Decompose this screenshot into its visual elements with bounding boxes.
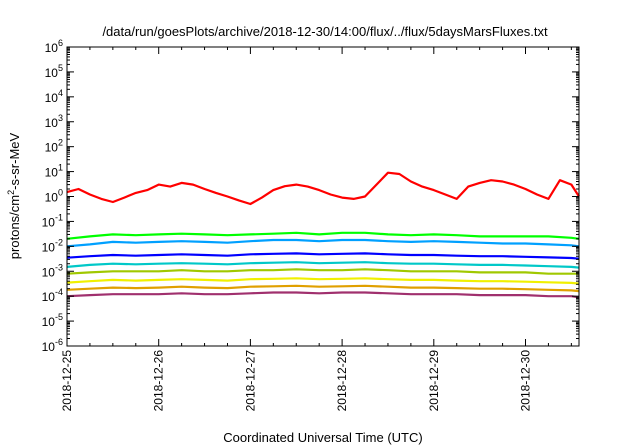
y-axis-label: protons/cm2-s-sr-MeV	[6, 132, 22, 259]
y-tick-label: 100	[45, 188, 63, 205]
y-tick-label-base: 10	[42, 340, 56, 354]
y-tick-label-exponent: -4	[55, 287, 63, 297]
y-tick-label: 102	[45, 138, 63, 155]
y-tick-label: 106	[45, 38, 63, 55]
y-tick-label: 10-6	[42, 337, 63, 354]
y-tick-label-base: 10	[45, 116, 59, 130]
x-tick-label: 2018-12-29	[427, 350, 441, 412]
y-axis-label-base: protons/cm	[7, 195, 22, 259]
series-line-3	[66, 238, 580, 248]
x-tick-label: 2018-12-25	[60, 350, 74, 412]
y-tick-label-exponent: -1	[55, 212, 63, 222]
y-axis-label-rest: -s-sr-MeV	[7, 132, 22, 189]
y-tick-label-exponent: 3	[58, 113, 63, 123]
y-tick-label-base: 10	[45, 191, 59, 205]
y-tick-label: 104	[45, 88, 63, 105]
y-tick-label-base: 10	[45, 91, 59, 105]
y-tick-label-exponent: 5	[58, 63, 63, 73]
y-axis: 10-610-510-410-310-210-11001011021031041…	[42, 38, 579, 354]
y-tick-label-base: 10	[45, 141, 59, 155]
y-tick-label-base: 10	[42, 240, 56, 254]
x-tick-label: 2018-12-30	[519, 350, 533, 412]
plot-frame	[66, 46, 580, 347]
y-axis-label-sup: 2	[6, 190, 16, 195]
y-tick-label-exponent: 2	[58, 138, 63, 148]
y-tick-label: 10-1	[42, 212, 63, 229]
series-line-1	[66, 171, 580, 206]
y-tick-label: 10-4	[42, 287, 63, 304]
y-tick-label: 10-5	[42, 312, 63, 329]
y-tick-label: 103	[45, 113, 63, 130]
x-axis: 2018-12-25 2018-12-26 2018-12-27 2018-12-28…	[60, 47, 572, 412]
y-tick-label-exponent: -6	[55, 337, 63, 347]
series-line-8	[66, 284, 580, 293]
y-tick-label-exponent: 4	[58, 88, 63, 98]
y-tick-label: 105	[45, 63, 63, 80]
series-line-9	[66, 291, 580, 299]
series-line-5	[66, 261, 580, 269]
y-tick-label-base: 10	[42, 315, 56, 329]
y-tick-label-exponent: -3	[55, 262, 63, 272]
y-tick-label-exponent: 6	[58, 38, 63, 48]
series-layer	[66, 171, 580, 299]
y-tick-label: 101	[45, 163, 63, 180]
x-tick-label: 2018-12-28	[335, 350, 349, 412]
series-line-7	[66, 277, 580, 285]
y-tick-label: 10-3	[42, 262, 63, 279]
y-tick-label-base: 10	[42, 265, 56, 279]
x-tick-label: 2018-12-26	[152, 350, 166, 412]
y-tick-label-base: 10	[45, 66, 59, 80]
y-tick-label-exponent: -2	[55, 237, 63, 247]
chart-title: /data/run/goesPlots/archive/2018-12-30/1…	[102, 24, 548, 39]
series-line-2	[66, 231, 580, 240]
y-tick-label-exponent: -5	[55, 312, 63, 322]
y-tick-label-base: 10	[42, 215, 56, 229]
y-tick-label-exponent: 0	[58, 188, 63, 198]
x-tick-label: 2018-12-27	[243, 350, 257, 412]
y-tick-label-base: 10	[45, 166, 59, 180]
y-tick-label-exponent: 1	[58, 163, 63, 173]
series-line-6	[66, 268, 579, 275]
x-axis-label: Coordinated Universal Time (UTC)	[223, 430, 422, 445]
y-tick-label: 10-2	[42, 237, 63, 254]
y-tick-label-base: 10	[42, 290, 56, 304]
series-line-4	[66, 252, 580, 260]
y-tick-label-base: 10	[45, 41, 59, 55]
